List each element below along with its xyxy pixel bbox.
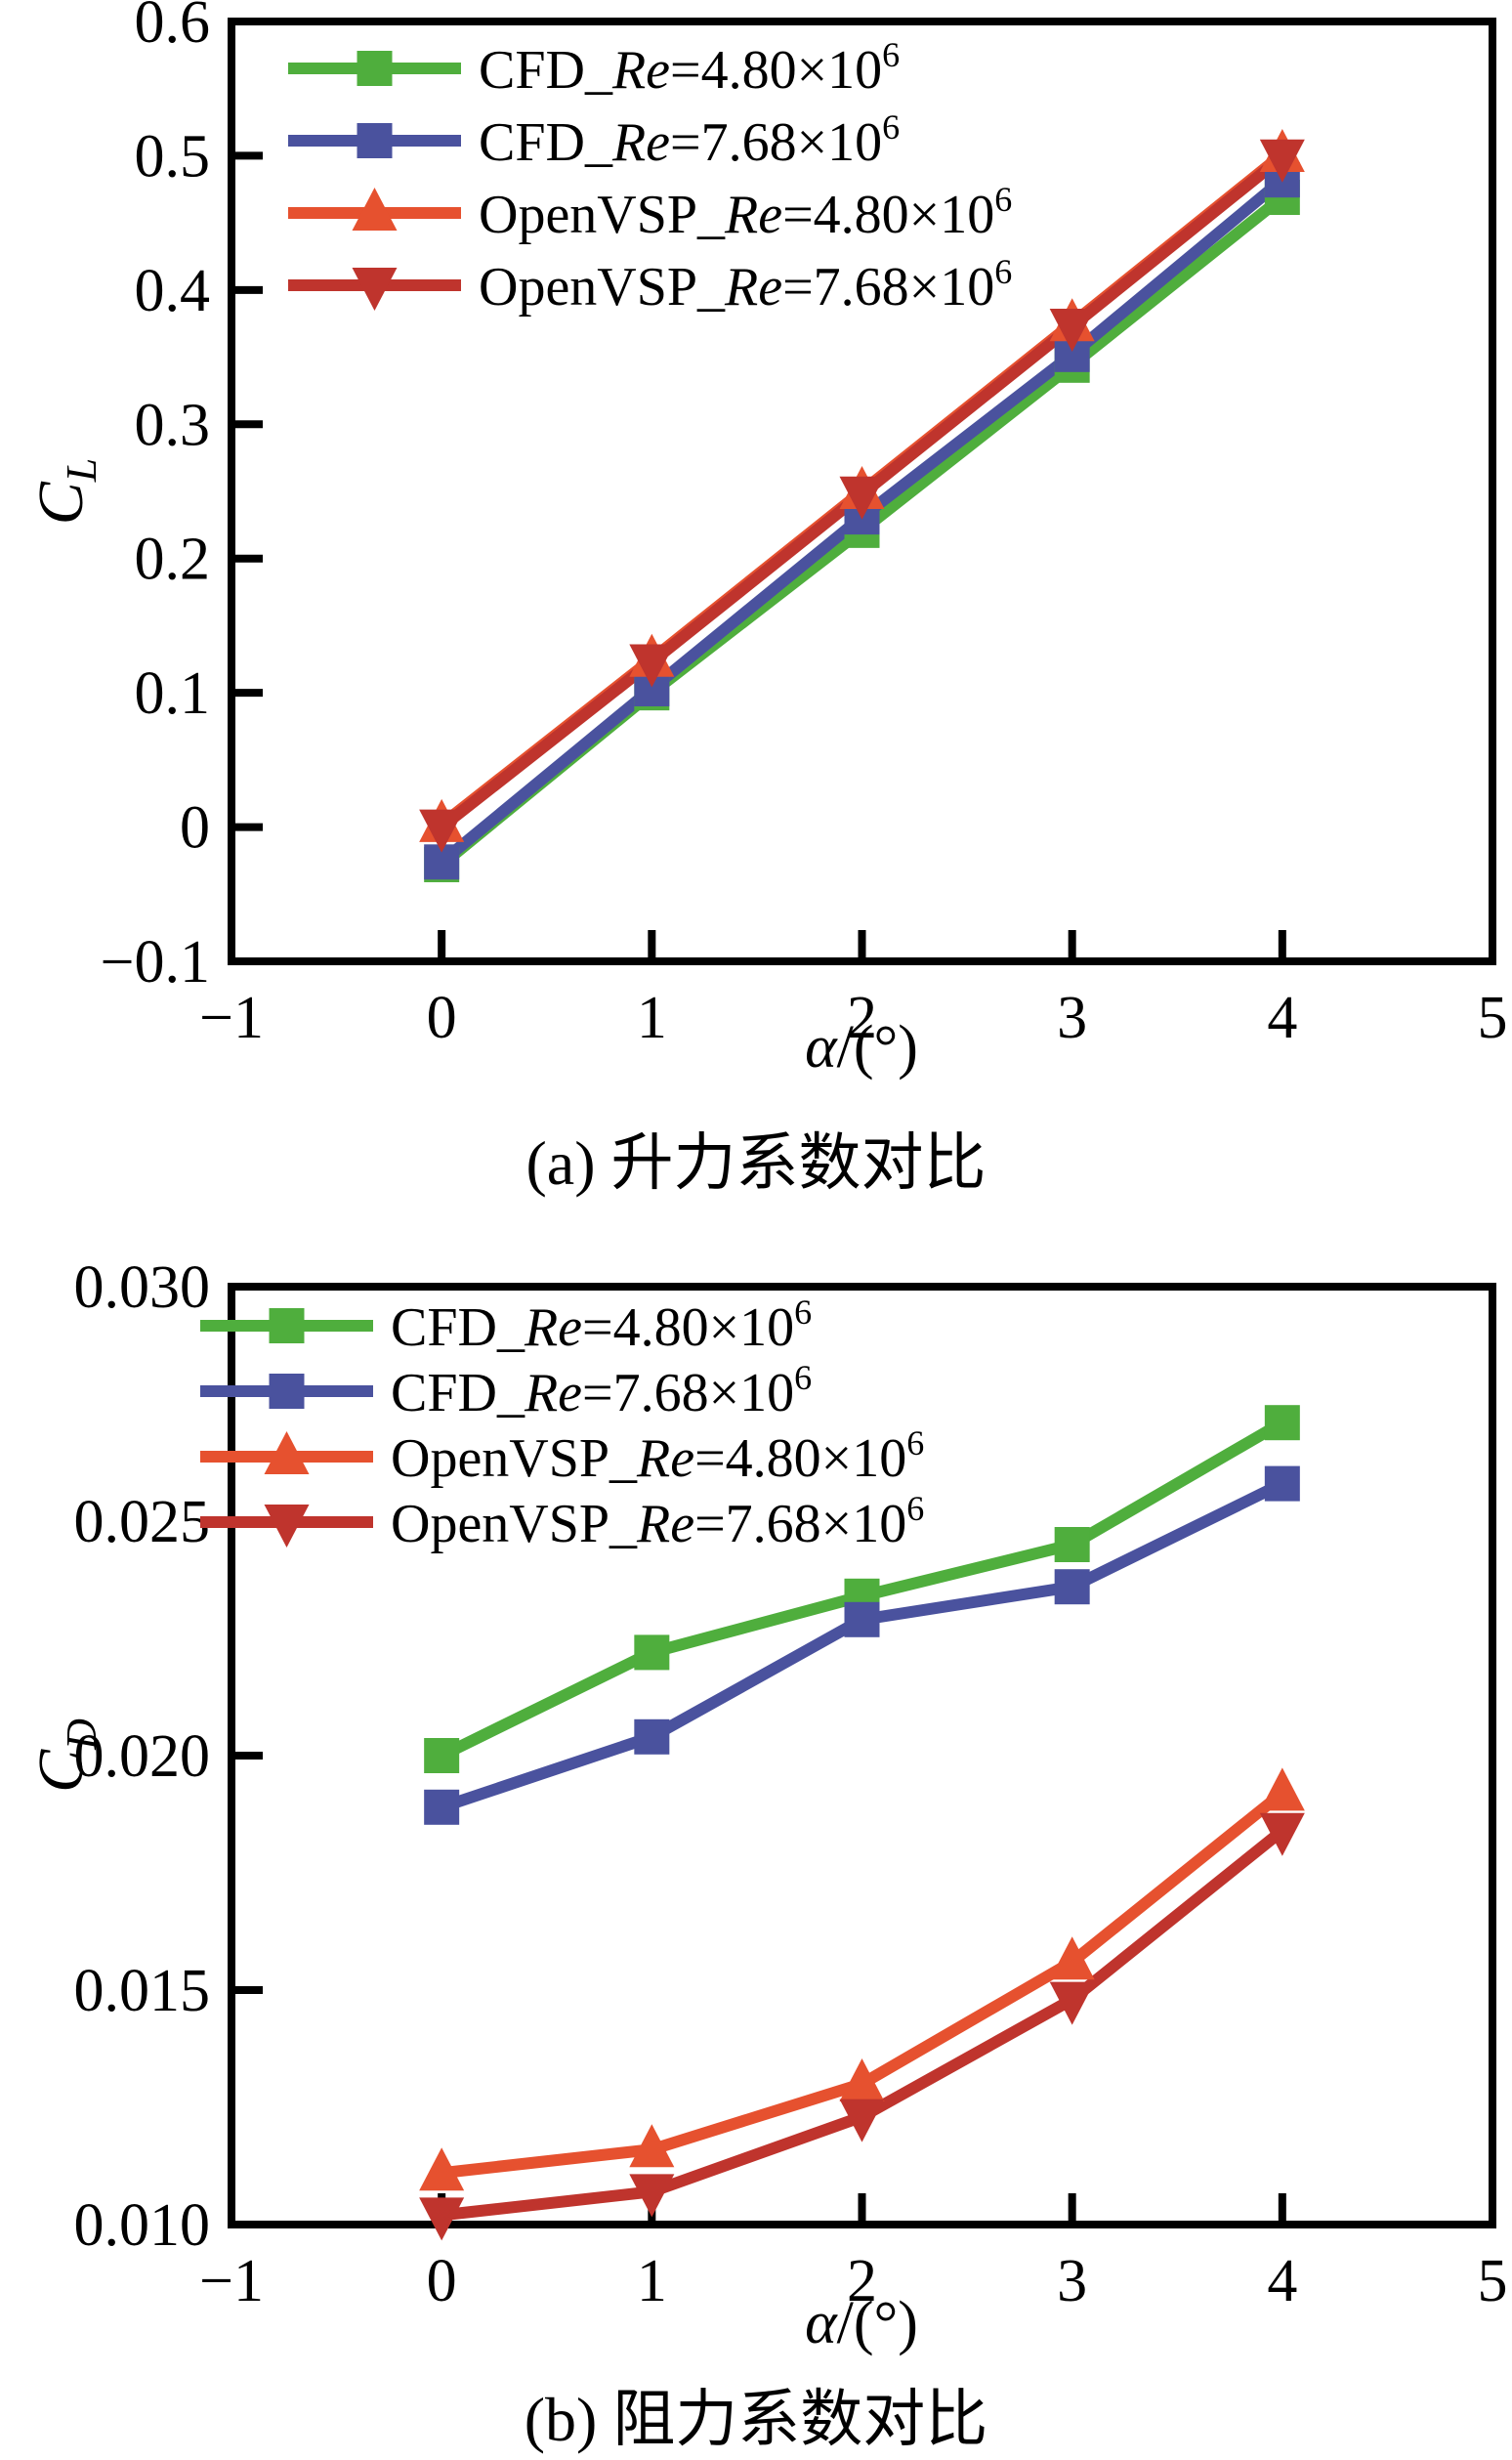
series-marker-cfd-re-768e6: [844, 1601, 880, 1637]
y-tick-label: 0.025: [74, 1489, 211, 1555]
legend-marker: [264, 1505, 310, 1548]
series-marker-openvsp-re-480e6: [839, 2058, 885, 2101]
y-tick-label: 0.4: [135, 258, 211, 324]
legend-marker: [269, 1374, 305, 1409]
series-marker-openvsp-re-768e6: [629, 2174, 675, 2218]
series-marker-openvsp-re-768e6: [839, 2099, 885, 2142]
legend-label: OpenVSP_Re=4.80×106: [391, 1423, 924, 1489]
y-tick-label: 0.5: [135, 123, 211, 190]
legend-item-openvsp-re-768e6: OpenVSP_Re=7.68×106: [200, 1489, 924, 1554]
series-marker-openvsp-re-768e6: [1049, 1981, 1095, 2025]
chart-b-x-axis-title: α/(°): [805, 2290, 918, 2356]
series-marker-cfd-re-768e6: [634, 1718, 670, 1755]
x-tick-label: 5: [1478, 985, 1508, 1051]
y-tick-label: 0.030: [74, 1254, 211, 1321]
chart-a-caption: (a) 升力系数对比: [525, 1128, 986, 1198]
x-tick-label: 1: [637, 985, 667, 1051]
series-marker-openvsp-re-768e6: [839, 476, 885, 520]
legend-item-openvsp-re-480e6: OpenVSP_Re=4.80×106: [200, 1423, 924, 1489]
series-marker-openvsp-re-480e6: [629, 2124, 675, 2168]
x-tick-label: 2: [847, 985, 877, 1051]
x-tick-label: 4: [1267, 2248, 1297, 2314]
chart-a-x-axis-title: α/(°): [805, 1014, 918, 1081]
legend-label: OpenVSP_Re=7.68×106: [391, 1489, 924, 1554]
x-tick-label: 2: [847, 2248, 877, 2314]
x-tick-label: 4: [1267, 985, 1297, 1051]
series-marker-openvsp-re-768e6: [1049, 308, 1095, 352]
y-tick-label: 0.020: [74, 1723, 211, 1790]
plot-frame: [228, 18, 1496, 965]
legend-item-cfd-re-480e6: CFD_Re=4.80×106: [200, 1293, 812, 1358]
series-marker-openvsp-re-768e6: [1259, 139, 1305, 183]
series-marker-cfd-re-480e6: [1264, 1405, 1300, 1441]
legend-label: CFD_Re=4.80×106: [391, 1293, 812, 1358]
chart-b-plot: [419, 1405, 1305, 2241]
series-marker-openvsp-re-480e6: [1259, 1767, 1305, 1811]
legend-item-cfd-re-768e6: CFD_Re=7.68×106: [200, 1358, 812, 1423]
series-marker-openvsp-re-768e6: [1259, 1812, 1305, 1856]
plot-frame: [228, 1283, 1496, 2228]
legend-label: CFD_Re=7.68×106: [391, 1358, 812, 1423]
legend-marker: [357, 51, 393, 86]
y-tick-label: 0.3: [135, 392, 211, 458]
legend-marker: [269, 1308, 305, 1343]
chart-b-caption: (b) 阻力系数对比: [525, 2385, 988, 2454]
series-marker-cfd-re-768e6: [424, 1789, 460, 1825]
x-tick-label: 0: [427, 2248, 457, 2314]
chart-a-plot: [419, 129, 1305, 883]
legend-marker: [352, 188, 398, 231]
legend-item-openvsp-re-480e6: OpenVSP_Re=4.80×106: [288, 180, 1012, 245]
x-tick-label: 0: [427, 985, 457, 1051]
legend-item-cfd-re-768e6: CFD_Re=7.68×106: [288, 107, 900, 173]
series-marker-cfd-re-480e6: [424, 1738, 460, 1773]
series-marker-cfd-re-768e6: [1054, 1569, 1090, 1605]
legend-marker: [352, 268, 398, 311]
y-tick-label: 0: [180, 795, 210, 862]
legend-label: OpenVSP_Re=7.68×106: [479, 252, 1012, 318]
y-tick-label: 0.015: [74, 1958, 211, 2024]
x-tick-label: −1: [199, 985, 264, 1051]
chart-b-y-axis-title: CD: [25, 1718, 105, 1793]
chart-drag-coefficient: −1 0 1 2 3 4 5 0.010 0.015 0.020 0.025 0.030 CFD_Re…: [25, 1254, 1508, 2454]
legend-label: OpenVSP_Re=4.80×106: [479, 180, 1012, 245]
chart-a-y-axis-title: CL: [25, 458, 105, 526]
legend-label: CFD_Re=7.68×106: [479, 107, 900, 173]
series-marker-openvsp-re-768e6: [629, 644, 675, 688]
legend-marker: [357, 123, 393, 158]
chart-a-axes: −1 0 1 2 3 4 5 −0.1 0 0.1 0.2 0.3 0.4 0.5 0.6: [101, 0, 1508, 1051]
legend-marker: [264, 1431, 310, 1474]
y-tick-label: 0.1: [135, 660, 211, 727]
legend-item-cfd-re-480e6: CFD_Re=4.80×106: [288, 35, 900, 101]
series-marker-openvsp-re-768e6: [419, 809, 465, 853]
series-marker-cfd-re-480e6: [634, 1634, 670, 1671]
series-marker-cfd-re-768e6: [1264, 1465, 1300, 1502]
legend-item-openvsp-re-768e6: OpenVSP_Re=7.68×106: [288, 252, 1012, 318]
x-tick-label: 3: [1057, 2248, 1087, 2314]
series-marker-openvsp-re-480e6: [419, 2147, 465, 2191]
y-tick-label: 0.6: [135, 0, 211, 56]
chart-lift-coefficient: −1 0 1 2 3 4 5 −0.1 0 0.1 0.2 0.3 0.4 0.5 0.6 CFD_Re=4…: [25, 0, 1508, 1198]
chart-b-legend: CFD_Re=4.80×106CFD_Re=7.68×106OpenVSP_Re…: [200, 1293, 924, 1554]
x-tick-label: 3: [1057, 985, 1087, 1051]
legend-label: CFD_Re=4.80×106: [479, 35, 900, 101]
series-marker-openvsp-re-480e6: [1049, 1936, 1095, 1980]
series-marker-cfd-re-480e6: [1054, 1527, 1090, 1562]
y-tick-label: 0.2: [135, 527, 211, 593]
y-tick-label: −0.1: [101, 929, 210, 996]
x-tick-label: 5: [1478, 2248, 1508, 2314]
chart-b-axes: −1 0 1 2 3 4 5 0.010 0.015 0.020 0.025 0.030: [74, 1254, 1508, 2314]
y-tick-label: 0.010: [74, 2192, 211, 2259]
series-marker-openvsp-re-768e6: [419, 2197, 465, 2241]
x-tick-label: −1: [199, 2248, 264, 2314]
x-tick-label: 1: [637, 2248, 667, 2314]
